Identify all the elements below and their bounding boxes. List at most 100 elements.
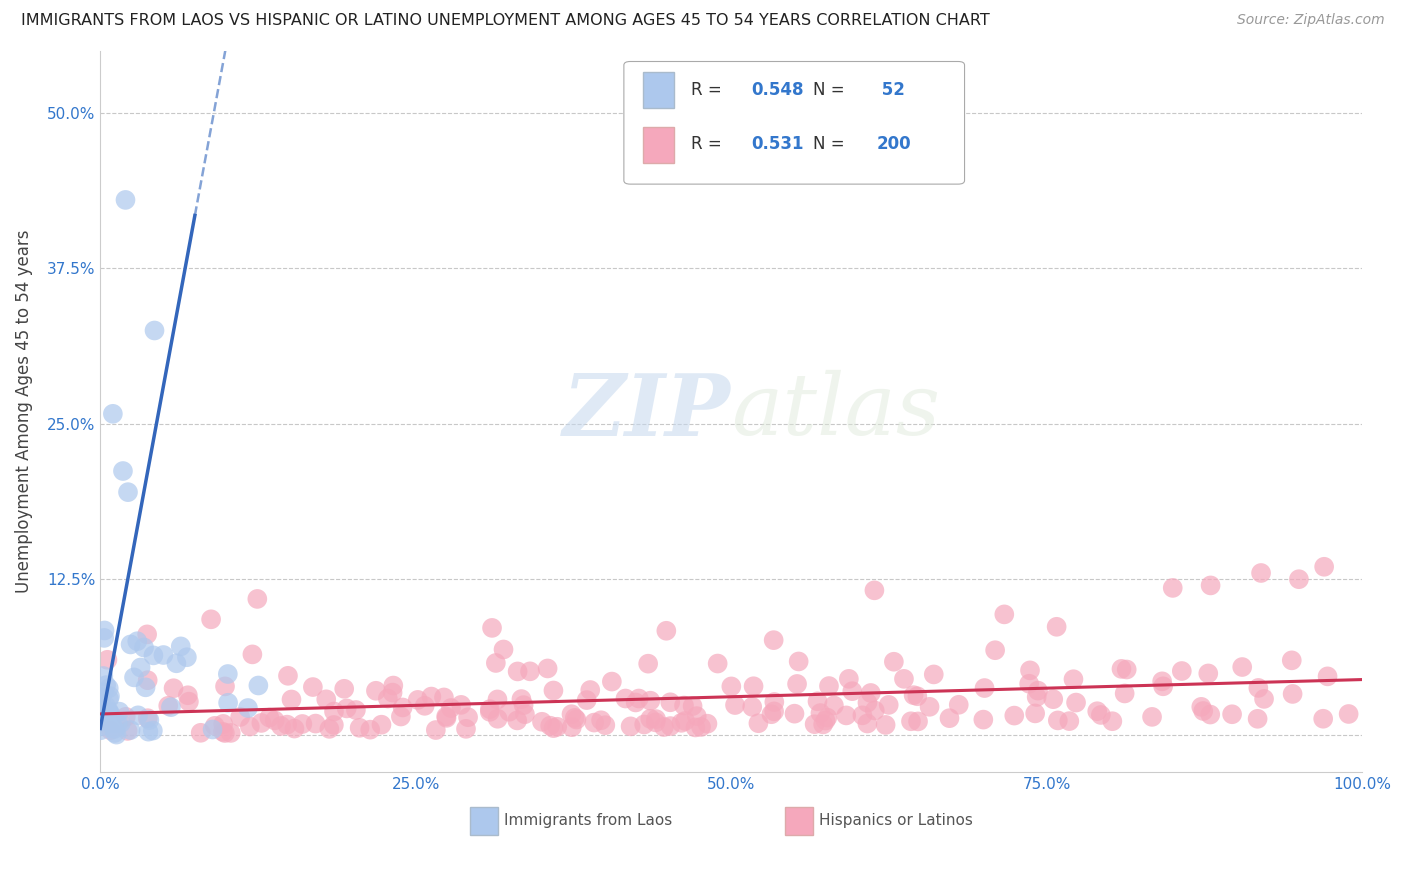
Point [546, 720, 568, 734]
Point [838, 672, 860, 686]
Point [696, 716, 718, 731]
Point [204, 719, 226, 733]
Point [1247, 681, 1270, 695]
Point [413, 698, 436, 713]
Point [425, 723, 447, 737]
Point [863, 704, 886, 718]
Point [905, 690, 928, 704]
Point [786, 677, 808, 691]
Point [322, 718, 344, 732]
Point [1246, 712, 1268, 726]
Point [1140, 710, 1163, 724]
Point [90, 690, 112, 705]
Point [633, 717, 655, 731]
Point [96, 711, 118, 725]
Point [1042, 692, 1064, 706]
Point [1250, 566, 1272, 580]
Point [893, 672, 915, 686]
Point [291, 717, 314, 731]
Point [859, 686, 882, 700]
Point [1115, 663, 1137, 677]
Point [104, 726, 127, 740]
Point [100, 723, 122, 738]
Point [318, 722, 340, 736]
Point [212, 717, 235, 731]
Point [818, 679, 841, 693]
Point [382, 679, 405, 693]
Point [170, 640, 193, 654]
Point [217, 667, 239, 681]
Text: R =: R = [690, 80, 727, 99]
Point [219, 726, 242, 740]
Point [136, 627, 159, 641]
Point [127, 634, 149, 648]
Point [823, 698, 845, 713]
Point [142, 723, 165, 738]
Point [1312, 712, 1334, 726]
Point [1046, 714, 1069, 728]
Point [763, 695, 786, 709]
Point [117, 723, 139, 738]
Point [420, 690, 443, 704]
Point [1161, 581, 1184, 595]
Point [433, 690, 456, 705]
Point [97, 705, 120, 719]
Point [672, 698, 695, 713]
Point [1046, 620, 1069, 634]
Point [720, 680, 742, 694]
FancyBboxPatch shape [643, 72, 675, 109]
Point [690, 720, 713, 734]
FancyBboxPatch shape [643, 128, 675, 163]
Point [250, 715, 273, 730]
Point [1064, 696, 1087, 710]
Point [323, 705, 346, 719]
Point [349, 721, 371, 735]
Point [97, 707, 120, 722]
Point [336, 701, 359, 715]
Point [1171, 664, 1194, 678]
Point [498, 705, 520, 719]
Point [875, 718, 897, 732]
Point [565, 713, 588, 727]
Point [236, 701, 259, 715]
Point [239, 720, 262, 734]
Text: IMMIGRANTS FROM LAOS VS HISPANIC OR LATINO UNEMPLOYMENT AMONG AGES 45 TO 54 YEAR: IMMIGRANTS FROM LAOS VS HISPANIC OR LATI… [21, 13, 990, 29]
Point [98, 705, 121, 719]
Point [157, 698, 180, 713]
Point [686, 709, 709, 723]
Point [841, 684, 863, 698]
Point [283, 722, 305, 736]
Point [94, 678, 117, 692]
Point [91, 709, 114, 723]
Point [108, 705, 131, 719]
FancyBboxPatch shape [786, 806, 813, 836]
Point [440, 701, 463, 715]
Point [190, 726, 212, 740]
Point [90, 719, 112, 733]
Point [900, 714, 922, 729]
Point [1025, 690, 1047, 704]
Point [101, 407, 124, 421]
Point [492, 642, 515, 657]
Point [595, 718, 617, 732]
Point [98, 692, 121, 706]
Point [127, 708, 149, 723]
Point [103, 722, 125, 736]
Point [1114, 686, 1136, 700]
Point [478, 705, 501, 719]
Point [485, 656, 508, 670]
Point [685, 721, 707, 735]
Text: N =: N = [813, 136, 851, 153]
Point [1316, 669, 1339, 683]
Point [600, 674, 623, 689]
Point [93, 631, 115, 645]
Point [851, 708, 873, 723]
Point [91, 669, 114, 683]
Point [263, 714, 285, 728]
Point [706, 657, 728, 671]
Point [671, 715, 693, 730]
Point [863, 583, 886, 598]
Point [96, 653, 118, 667]
Text: Immigrants from Laos: Immigrants from Laos [503, 813, 672, 828]
Point [638, 712, 661, 726]
